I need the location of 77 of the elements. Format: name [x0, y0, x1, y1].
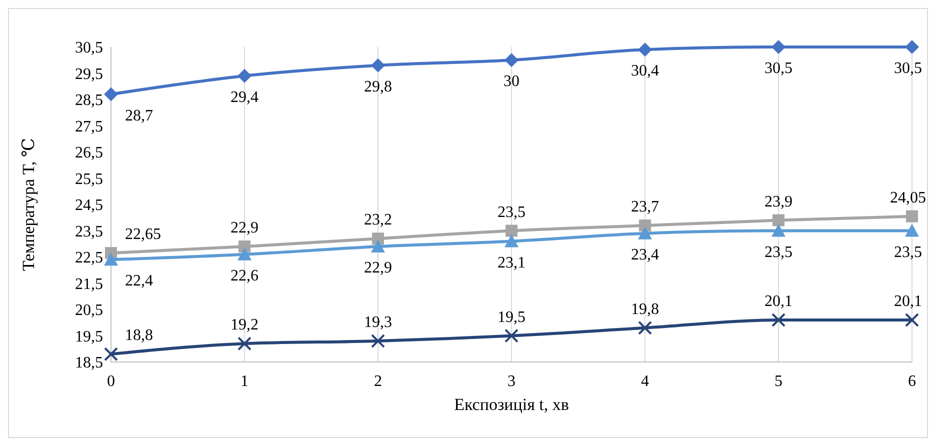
point	[104, 252, 118, 266]
data-label: 23,5	[498, 204, 526, 221]
data-label: 22,9	[230, 220, 258, 236]
data-label: 22,6	[230, 267, 258, 284]
y-tick-label: 26,5	[75, 144, 103, 162]
point	[905, 313, 919, 327]
data-label: 22,65	[125, 226, 161, 244]
point	[772, 224, 786, 237]
x-tick-label: 1	[240, 373, 248, 390]
x-tick-label: 0	[107, 373, 115, 390]
data-label: 22,9	[364, 260, 392, 276]
point	[238, 240, 250, 252]
data-label: 19,3	[364, 314, 392, 331]
data-label: 23,2	[364, 212, 392, 229]
data-label: 30	[504, 73, 520, 90]
point	[638, 42, 652, 57]
point	[504, 53, 518, 68]
x-tick-label: 5	[774, 373, 782, 390]
data-label: 23,5	[894, 244, 922, 261]
y-tick-label: 24,5	[75, 197, 103, 214]
data-label: 19,5	[498, 308, 526, 326]
y-tick-label: 19,5	[75, 328, 103, 346]
data-label: 22,4	[125, 272, 153, 290]
point	[504, 328, 518, 343]
data-label: 23,9	[764, 193, 792, 210]
point	[772, 40, 786, 54]
data-label: 24,05	[890, 189, 926, 206]
data-label: 19,8	[631, 300, 659, 318]
y-tick-label: 22,5	[75, 250, 103, 267]
x-tick-label: 2	[374, 373, 382, 390]
y-tick-label: 20,5	[75, 302, 103, 320]
data-label: 19,2	[230, 316, 258, 334]
point	[371, 58, 385, 72]
x-axis-title: Експозиція t, хв	[454, 395, 569, 414]
point	[238, 336, 252, 351]
data-label: 30,5	[894, 60, 922, 77]
data-label: 30,4	[631, 62, 659, 80]
point	[372, 232, 384, 245]
point	[638, 226, 652, 240]
point	[638, 320, 652, 335]
point	[906, 210, 918, 222]
y-tick-label: 30,5	[75, 40, 103, 57]
point	[639, 220, 651, 232]
y-tick-label: 28,5	[75, 92, 103, 110]
x-tick-label: 3	[508, 373, 516, 390]
data-label: 23,7	[631, 198, 659, 216]
point	[238, 68, 252, 83]
point	[371, 240, 385, 252]
y-tick-label: 27,5	[75, 118, 103, 136]
x-tick-label: 6	[908, 373, 916, 390]
data-label: 18,8	[125, 327, 153, 344]
data-label: 29,8	[364, 78, 392, 96]
data-label: 20,1	[764, 293, 792, 310]
y-tick-label: 23,5	[75, 223, 103, 240]
point	[504, 234, 518, 248]
x-tick-label: 4	[641, 373, 649, 390]
point	[772, 313, 786, 327]
point	[905, 224, 919, 237]
data-label: 30,5	[764, 60, 792, 77]
point	[905, 40, 919, 54]
y-tick-label: 21,5	[75, 276, 103, 293]
data-label: 23,1	[498, 254, 526, 272]
point	[104, 87, 118, 102]
point	[238, 247, 252, 260]
data-label: 23,5	[764, 244, 792, 261]
y-axis-title: Температура T, ℃	[19, 138, 38, 271]
data-label: 20,1	[894, 293, 922, 310]
point	[772, 214, 784, 226]
point	[506, 224, 518, 237]
y-tick-label: 25,5	[75, 170, 103, 188]
y-tick-label: 18,5	[75, 354, 103, 372]
y-tick-label: 29,5	[75, 66, 103, 83]
point	[371, 334, 385, 348]
data-label: 29,4	[230, 88, 258, 106]
point	[104, 347, 118, 362]
data-label: 23,4	[631, 246, 659, 264]
data-label: 28,7	[125, 107, 153, 124]
